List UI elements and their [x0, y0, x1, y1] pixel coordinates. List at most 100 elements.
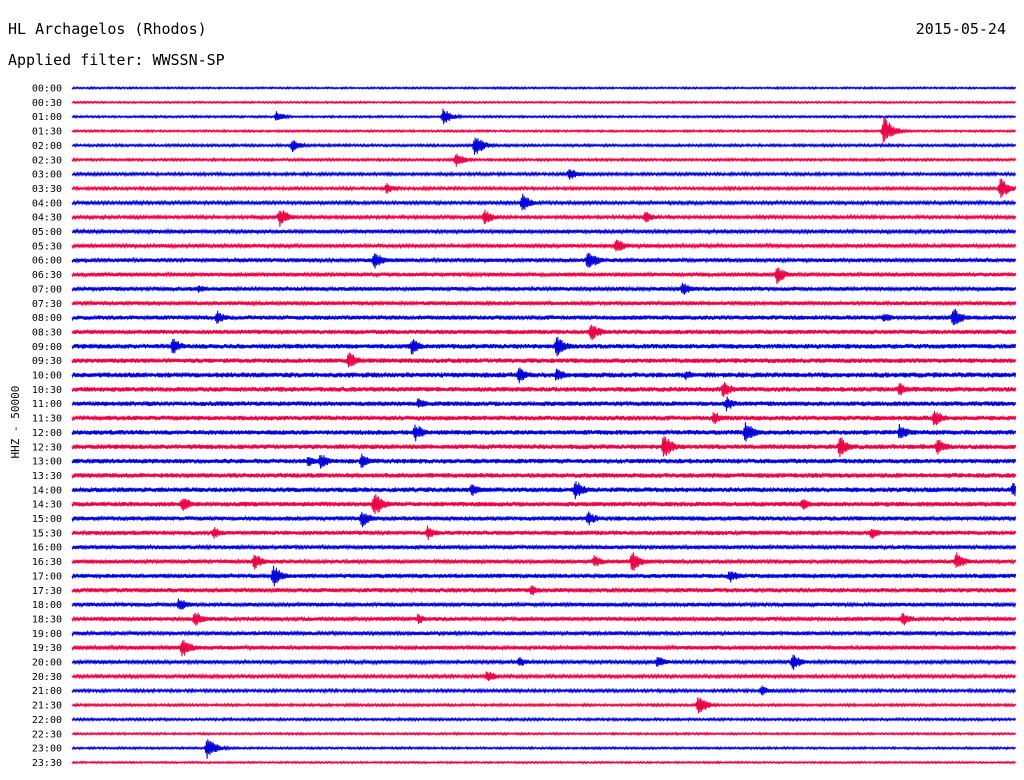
trace-row-1330: [71, 472, 1017, 480]
row-label-0930: 09:30: [32, 356, 62, 367]
trace-row-1400: [71, 481, 1017, 500]
row-label-0200: 02:00: [32, 141, 62, 152]
trace-row-0530: [71, 239, 1017, 252]
filter-name: WWSSN-SP: [152, 51, 225, 69]
trace-row-0100: [71, 108, 1017, 125]
trace-row-1600: [71, 543, 1017, 551]
trace-row-1900: [71, 629, 1017, 638]
row-label-1530: 15:30: [32, 528, 62, 539]
seismic-traces: [71, 85, 1017, 765]
row-label-1300: 13:00: [32, 457, 62, 468]
row-label-0500: 05:00: [32, 227, 62, 238]
trace-row-0000: [71, 85, 1017, 91]
trace-row-1100: [71, 396, 1017, 412]
row-label-0730: 07:30: [32, 299, 62, 310]
trace-row-1130: [71, 410, 1017, 426]
trace-row-0830: [71, 324, 1017, 341]
row-label-1630: 16:30: [32, 557, 62, 568]
row-label-0000: 00:00: [32, 84, 62, 95]
trace-row-0430: [71, 209, 1017, 227]
trace-row-0330: [71, 178, 1017, 199]
trace-row-2000: [71, 654, 1017, 670]
row-label-0800: 08:00: [32, 313, 62, 324]
filter-line: Applied filter: WWSSN-SP: [8, 51, 225, 69]
row-label-0100: 01:00: [32, 112, 62, 123]
trace-row-1830: [71, 612, 1017, 626]
trace-row-1800: [71, 598, 1017, 610]
row-label-0530: 05:30: [32, 241, 62, 252]
trace-row-2330: [71, 760, 1017, 765]
row-label-1130: 11:30: [32, 414, 62, 425]
row-label-2030: 20:30: [32, 672, 62, 683]
trace-row-1500: [71, 511, 1017, 528]
row-label-0630: 06:30: [32, 270, 62, 281]
trace-row-1700: [71, 565, 1017, 587]
trace-row-0400: [71, 193, 1017, 211]
trace-row-1930: [71, 640, 1017, 657]
filter-label: Applied filter:: [8, 51, 144, 69]
trace-row-1730: [71, 585, 1017, 596]
trace-row-0500: [71, 227, 1017, 236]
row-label-0900: 09:00: [32, 342, 62, 353]
trace-row-1430: [71, 494, 1017, 515]
row-label-0700: 07:00: [32, 284, 62, 295]
row-label-1030: 10:30: [32, 385, 62, 396]
channel-label: HHZ - 50000: [9, 385, 22, 459]
row-label-0030: 00:30: [32, 98, 62, 109]
row-label-0830: 08:30: [32, 327, 62, 338]
row-label-0130: 01:30: [32, 127, 62, 138]
trace-row-1630: [71, 552, 1017, 571]
trace-row-1300: [71, 453, 1017, 469]
row-label-1900: 19:00: [32, 629, 62, 640]
trace-row-1000: [71, 367, 1017, 384]
row-label-0330: 03:30: [32, 184, 62, 195]
trace-row-1030: [71, 382, 1017, 398]
trace-row-0630: [71, 267, 1017, 285]
trace-row-1530: [71, 525, 1017, 541]
row-label-1600: 16:00: [32, 543, 62, 554]
row-label-1500: 15:00: [32, 514, 62, 525]
row-label-2330: 23:30: [32, 758, 62, 769]
trace-row-1200: [71, 422, 1017, 442]
trace-row-0600: [71, 252, 1017, 269]
trace-row-0200: [71, 137, 1017, 155]
row-label-0400: 04:00: [32, 198, 62, 209]
trace-row-2200: [71, 716, 1017, 723]
row-label-0230: 02:30: [32, 155, 62, 166]
row-label-2300: 23:00: [32, 744, 62, 755]
trace-row-0030: [71, 100, 1017, 105]
trace-row-0800: [71, 308, 1017, 326]
row-label-1100: 11:00: [32, 399, 62, 410]
row-label-2230: 22:30: [32, 729, 62, 740]
row-label-2000: 20:00: [32, 658, 62, 669]
row-label-2100: 21:00: [32, 686, 62, 697]
trace-row-0700: [71, 282, 1017, 295]
trace-row-1230: [71, 436, 1017, 458]
row-label-1430: 14:30: [32, 500, 62, 511]
row-label-2200: 22:00: [32, 715, 62, 726]
hour-row-labels: 00:00 00:30 01:00 01:30 02:00 02:30 03:00 03:30…: [32, 84, 62, 769]
row-label-1000: 10:00: [32, 371, 62, 382]
row-label-1930: 19:30: [32, 643, 62, 654]
trace-row-0930: [71, 352, 1017, 368]
trace-row-2100: [71, 685, 1017, 696]
row-label-1200: 12:00: [32, 428, 62, 439]
row-label-1800: 18:00: [32, 600, 62, 611]
row-label-0300: 03:00: [32, 170, 62, 181]
row-label-2130: 21:30: [32, 701, 62, 712]
trace-row-0130: [71, 116, 1017, 144]
plot-date: 2015-05-24: [915, 20, 1006, 38]
row-label-1700: 17:00: [32, 571, 62, 582]
station-title: HL Archagelos (Rhodos): [8, 20, 207, 38]
trace-row-2130: [71, 697, 1017, 714]
trace-row-0730: [71, 299, 1017, 307]
trace-row-0230: [71, 153, 1017, 167]
trace-row-2230: [71, 731, 1017, 737]
trace-row-2030: [71, 671, 1017, 681]
row-label-1830: 18:30: [32, 614, 62, 625]
row-label-1330: 13:30: [32, 471, 62, 482]
row-label-1400: 14:00: [32, 485, 62, 496]
trace-row-0300: [71, 169, 1017, 180]
trace-row-0900: [71, 336, 1017, 357]
